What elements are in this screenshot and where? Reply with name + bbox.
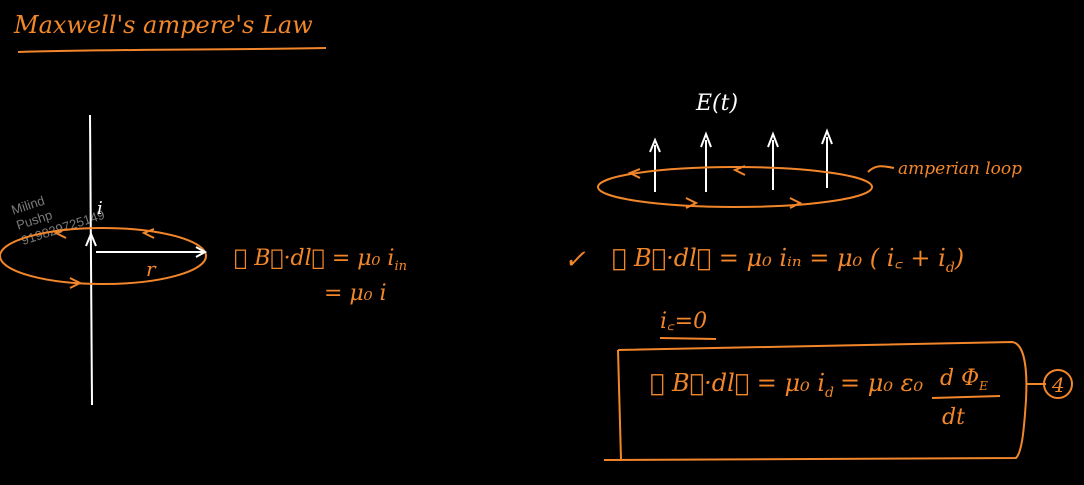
loop-arrow-icon bbox=[141, 228, 155, 239]
ampere-law-equation: ∮ B⃗·dl⃗ = μ₀ iin bbox=[234, 246, 407, 274]
electric-field-label: E(t) bbox=[695, 91, 738, 116]
amperian-loop-right bbox=[597, 166, 873, 208]
page-title: Maxwell's ampere's Law bbox=[13, 11, 313, 39]
radius-arrow-icon bbox=[195, 246, 208, 258]
boxed-equation-left-subscript: d bbox=[825, 385, 834, 401]
amperian-loop-label: amperian loop bbox=[898, 159, 1022, 179]
field-lines bbox=[649, 128, 833, 192]
modified-ampere-subscript: d bbox=[946, 260, 955, 276]
loop-arrow-icon bbox=[685, 197, 699, 209]
loop-arrow-icon bbox=[53, 228, 67, 239]
modified-ampere-main: ∮ B⃗·dl⃗ = μ₀ iᵢₙ = μ₀ ( i꜀ + i bbox=[612, 244, 946, 272]
loop-arrow-icon bbox=[732, 165, 746, 176]
amperian-loop-left bbox=[0, 227, 207, 285]
modified-ampere-close: ) bbox=[954, 244, 964, 272]
loop-arrow-icon bbox=[627, 168, 641, 179]
modified-ampere-equation: ∮ B⃗·dl⃗ = μ₀ iᵢₙ = μ₀ ( i꜀ + id) bbox=[612, 244, 964, 276]
field-arrow-icon bbox=[767, 131, 779, 148]
current-wire bbox=[89, 114, 93, 406]
boxed-equation-mid: = μ₀ ε₀ bbox=[840, 369, 923, 397]
ampere-law-subscript: in bbox=[394, 259, 407, 274]
field-arrow-icon bbox=[700, 131, 712, 148]
loop-pointer bbox=[867, 165, 895, 173]
equation-number: 4 bbox=[1051, 373, 1065, 397]
loop-arrow-icon bbox=[69, 277, 83, 289]
boxed-equation-left: ∮ B⃗·dl⃗ = μ₀ i bbox=[650, 369, 825, 397]
flux-numerator: d Φ bbox=[940, 366, 979, 391]
check-mark-icon: ✓ bbox=[564, 245, 586, 275]
flux-subscript: E bbox=[978, 379, 988, 393]
fraction-bar bbox=[931, 395, 1001, 399]
flux-derivative-numerator: d ΦE bbox=[940, 366, 988, 393]
field-arrow-icon bbox=[649, 137, 661, 153]
conduction-current-condition: i꜀=0 bbox=[660, 309, 707, 334]
radius-label: r bbox=[146, 257, 157, 281]
boxed-equation-lhs: ∮ B⃗·dl⃗ = μ₀ id = μ₀ ε₀ bbox=[650, 369, 923, 401]
condition-underline bbox=[659, 337, 717, 340]
current-arrow-icon bbox=[85, 231, 97, 247]
equation-number-circle bbox=[1043, 369, 1073, 399]
title-underline bbox=[17, 47, 327, 53]
field-arrow-icon bbox=[821, 128, 833, 145]
current-label: i bbox=[97, 198, 103, 219]
ampere-law-result: = μ₀ i bbox=[324, 281, 387, 306]
equation-box bbox=[603, 340, 1028, 461]
flux-derivative-denominator: dt bbox=[942, 405, 965, 430]
loop-arrow-icon bbox=[789, 197, 803, 209]
equation-box-left bbox=[617, 349, 622, 461]
ampere-law-lhs: ∮ B⃗·dl⃗ = μ₀ i bbox=[234, 246, 394, 271]
